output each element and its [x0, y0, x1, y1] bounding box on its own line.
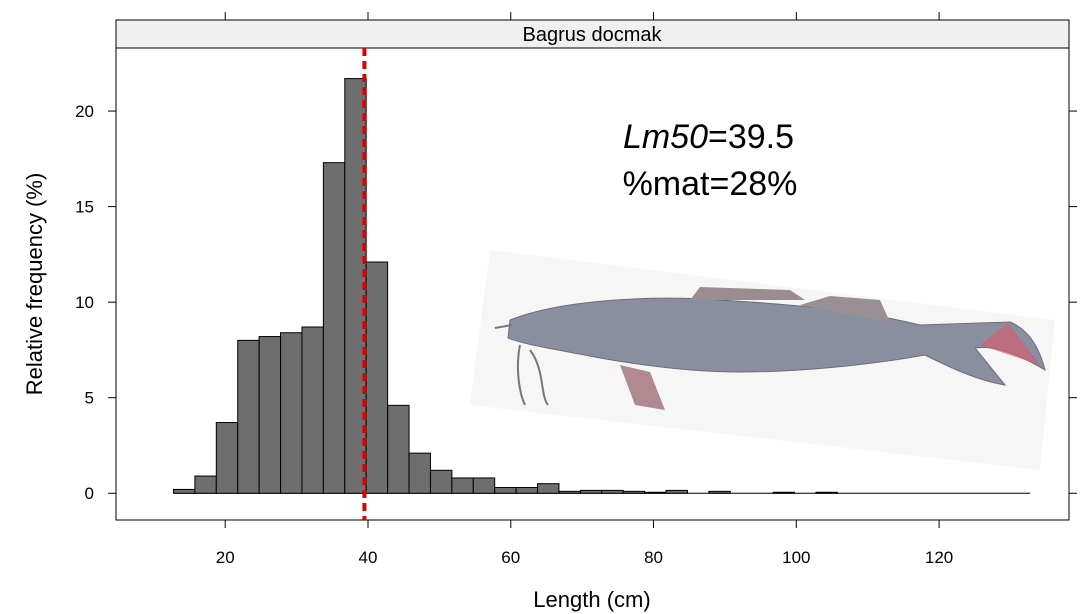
x-tick-label: 80	[644, 548, 663, 567]
x-tick-label: 60	[501, 548, 520, 567]
fish-image	[470, 250, 1055, 470]
bar	[579, 489, 603, 494]
bar	[558, 490, 581, 494]
plot-layer	[172, 78, 1031, 494]
fish-barbels	[494, 324, 549, 406]
bar	[215, 422, 239, 494]
bar	[644, 491, 667, 494]
y-axis-title: Relative frequency (%)	[22, 173, 47, 396]
bar	[772, 491, 796, 494]
bar	[451, 477, 474, 494]
y-tick-label: 0	[85, 484, 94, 503]
x-tick-label: 100	[782, 548, 810, 567]
bar	[408, 452, 431, 494]
bar	[258, 336, 282, 494]
bar	[472, 477, 496, 494]
strip-title: Bagrus docmak	[523, 24, 663, 46]
bar	[280, 332, 303, 494]
bar	[365, 261, 389, 494]
fish-fin	[800, 296, 890, 322]
y-tick-label: 10	[75, 293, 94, 312]
bar	[537, 483, 560, 494]
fish-body	[507, 297, 1046, 386]
bar	[708, 490, 731, 494]
bar	[387, 404, 410, 494]
bar	[301, 326, 324, 494]
y-tick-label: 5	[85, 389, 94, 408]
bar	[429, 469, 453, 494]
bar	[172, 488, 196, 494]
bar	[322, 162, 346, 494]
bar	[515, 487, 539, 494]
bar	[815, 491, 838, 494]
bar	[494, 487, 517, 494]
bar	[237, 339, 260, 494]
bar	[665, 489, 688, 494]
fish-tail	[980, 323, 1040, 365]
x-tick-label: 20	[216, 548, 235, 567]
fish-fin	[690, 287, 805, 300]
y-tick-label: 15	[75, 198, 94, 217]
strip	[115, 19, 1070, 49]
y-tick-label: 20	[75, 102, 94, 121]
bar	[601, 489, 624, 494]
panel-frame	[115, 19, 1070, 521]
annotation-name: Lm50	[623, 118, 708, 156]
bar	[194, 475, 217, 494]
bar	[622, 490, 646, 494]
fish-fin	[620, 365, 665, 410]
x-tick-label: 40	[359, 548, 378, 567]
annotation-mat: %mat=28%	[623, 165, 798, 203]
x-tick-label: 120	[925, 548, 953, 567]
annotation-value: =39.5	[708, 118, 794, 156]
x-axis-title: Length (cm)	[533, 587, 650, 612]
